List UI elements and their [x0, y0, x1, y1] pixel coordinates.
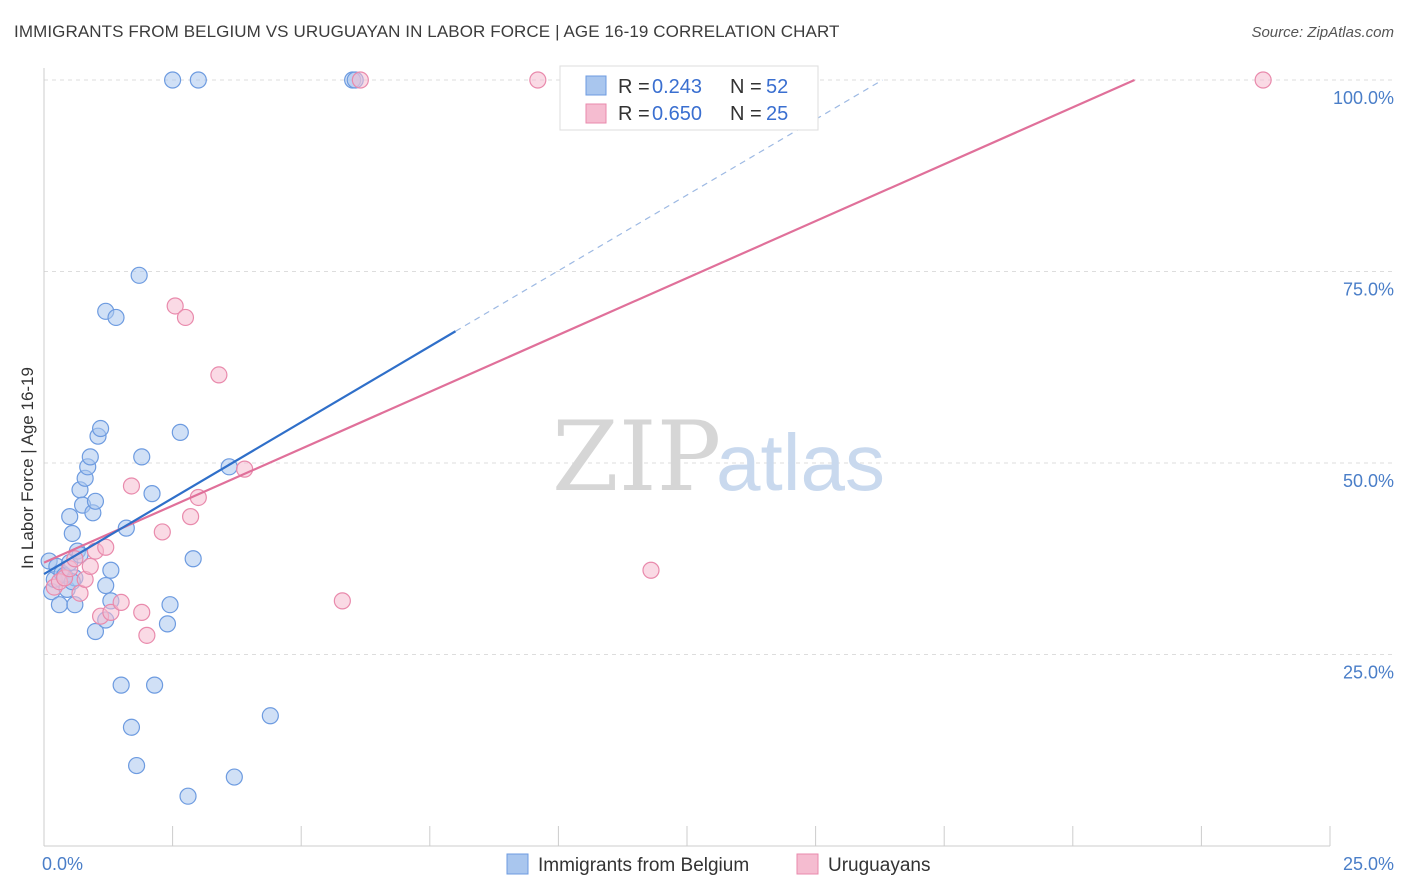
uruguayans-point-13 [122, 477, 141, 495]
legend: R = 0.243 N = 52 R = 0.650 N = 25 [559, 65, 819, 131]
bottom-legend-swatch-uruguayans [796, 853, 819, 875]
uruguayans-point-16 [153, 523, 171, 541]
uruguayans-point-15 [138, 626, 156, 644]
belgium-point-20 [81, 448, 99, 466]
belgium-point-40 [158, 615, 177, 633]
legend-r-value-uruguayans: 0.650 [652, 103, 702, 125]
legend-swatch-belgium [585, 75, 607, 96]
legend-n-label-belgium: N = [730, 76, 762, 98]
y-tick-label-25: 25.0% [1343, 663, 1394, 683]
watermark: ZIP atlas [552, 401, 885, 513]
belgium-point-41 [161, 596, 179, 614]
belgium-point-25 [91, 419, 110, 438]
series-belgium-points [40, 71, 364, 805]
uruguayans-point-18 [176, 308, 195, 327]
belgium-point-37 [133, 448, 151, 466]
belgium-point-32 [112, 676, 130, 694]
legend-r-label-uruguayans: R = [618, 103, 650, 125]
uruguayans-point-27 [1254, 71, 1272, 89]
y-tick-label-50: 50.0% [1343, 471, 1394, 491]
uruguayans-point-10 [97, 538, 115, 556]
uruguayans-point-26 [642, 561, 660, 579]
bottom-legend-swatch-belgium [506, 853, 529, 875]
y-tick-label-75: 75.0% [1343, 280, 1394, 300]
belgium-point-42 [171, 423, 189, 441]
x-tick-label-max: 25.0% [1343, 854, 1394, 874]
uruguayans-point-19 [182, 508, 200, 526]
grid [44, 79, 1392, 655]
chart-title: IMMIGRANTS FROM BELGIUM VS URUGUAYAN IN … [14, 22, 840, 41]
uruguayans-point-21 [210, 366, 228, 384]
belgium-point-29 [102, 561, 120, 579]
y-tick-label-100: 100.0% [1333, 88, 1394, 108]
bottom-legend-label-uruguayans: Uruguayans [828, 855, 930, 876]
belgium-point-43 [179, 787, 197, 805]
uruguayans-point-14 [133, 603, 151, 621]
uruguayans-point-12 [112, 593, 130, 612]
watermark-zip: ZIP [552, 401, 721, 513]
belgium-point-39 [145, 676, 164, 694]
series-uruguayans-points [45, 71, 1272, 644]
belgium-point-49 [189, 71, 207, 89]
legend-swatch-uruguayans [585, 103, 607, 124]
uruguayans-point-7 [81, 557, 99, 576]
uruguayans-point-11 [102, 603, 120, 621]
belgium-point-44 [184, 550, 202, 568]
x-tick-label-min: 0.0% [42, 854, 83, 874]
legend-r-value-belgium: 0.243 [652, 76, 702, 98]
belgium-point-34 [122, 718, 141, 736]
bottom-legend: Immigrants from Belgium Uruguayans [506, 853, 930, 876]
trendline-uruguayans [43, 78, 1135, 564]
belgium-point-22 [86, 492, 105, 510]
uruguayans-point-17 [166, 297, 184, 315]
belgium-point-26 [97, 576, 115, 595]
bottom-legend-label-belgium: Immigrants from Belgium [538, 855, 749, 876]
source-label: Source: ZipAtlas.com [1251, 24, 1394, 41]
axes: 25.0% 50.0% 75.0% 100.0% 0.0% 25.0% [42, 68, 1394, 874]
y-axis-label: In Labor Force | Age 16-19 [18, 367, 37, 569]
belgium-point-35 [127, 756, 146, 775]
watermark-atlas: atlas [716, 418, 885, 507]
legend-n-value-uruguayans: 25 [766, 103, 788, 125]
trendline-belgium [43, 330, 457, 576]
uruguayans-point-25 [529, 71, 547, 89]
belgium-point-36 [130, 266, 148, 284]
belgium-point-9 [63, 524, 81, 543]
legend-r-label-belgium: R = [618, 76, 650, 98]
legend-n-label-uruguayans: N = [730, 103, 762, 125]
belgium-point-24 [86, 622, 105, 641]
legend-n-value-belgium: 52 [766, 76, 788, 98]
belgium-point-11 [61, 508, 79, 526]
belgium-point-48 [164, 71, 182, 89]
belgium-point-31 [107, 308, 125, 327]
belgium-point-46 [225, 768, 243, 786]
belgium-point-4 [50, 596, 69, 614]
uruguayans-point-23 [333, 592, 351, 610]
belgium-point-38 [143, 485, 161, 503]
belgium-point-47 [261, 707, 279, 725]
uruguayans-point-24 [351, 71, 369, 89]
